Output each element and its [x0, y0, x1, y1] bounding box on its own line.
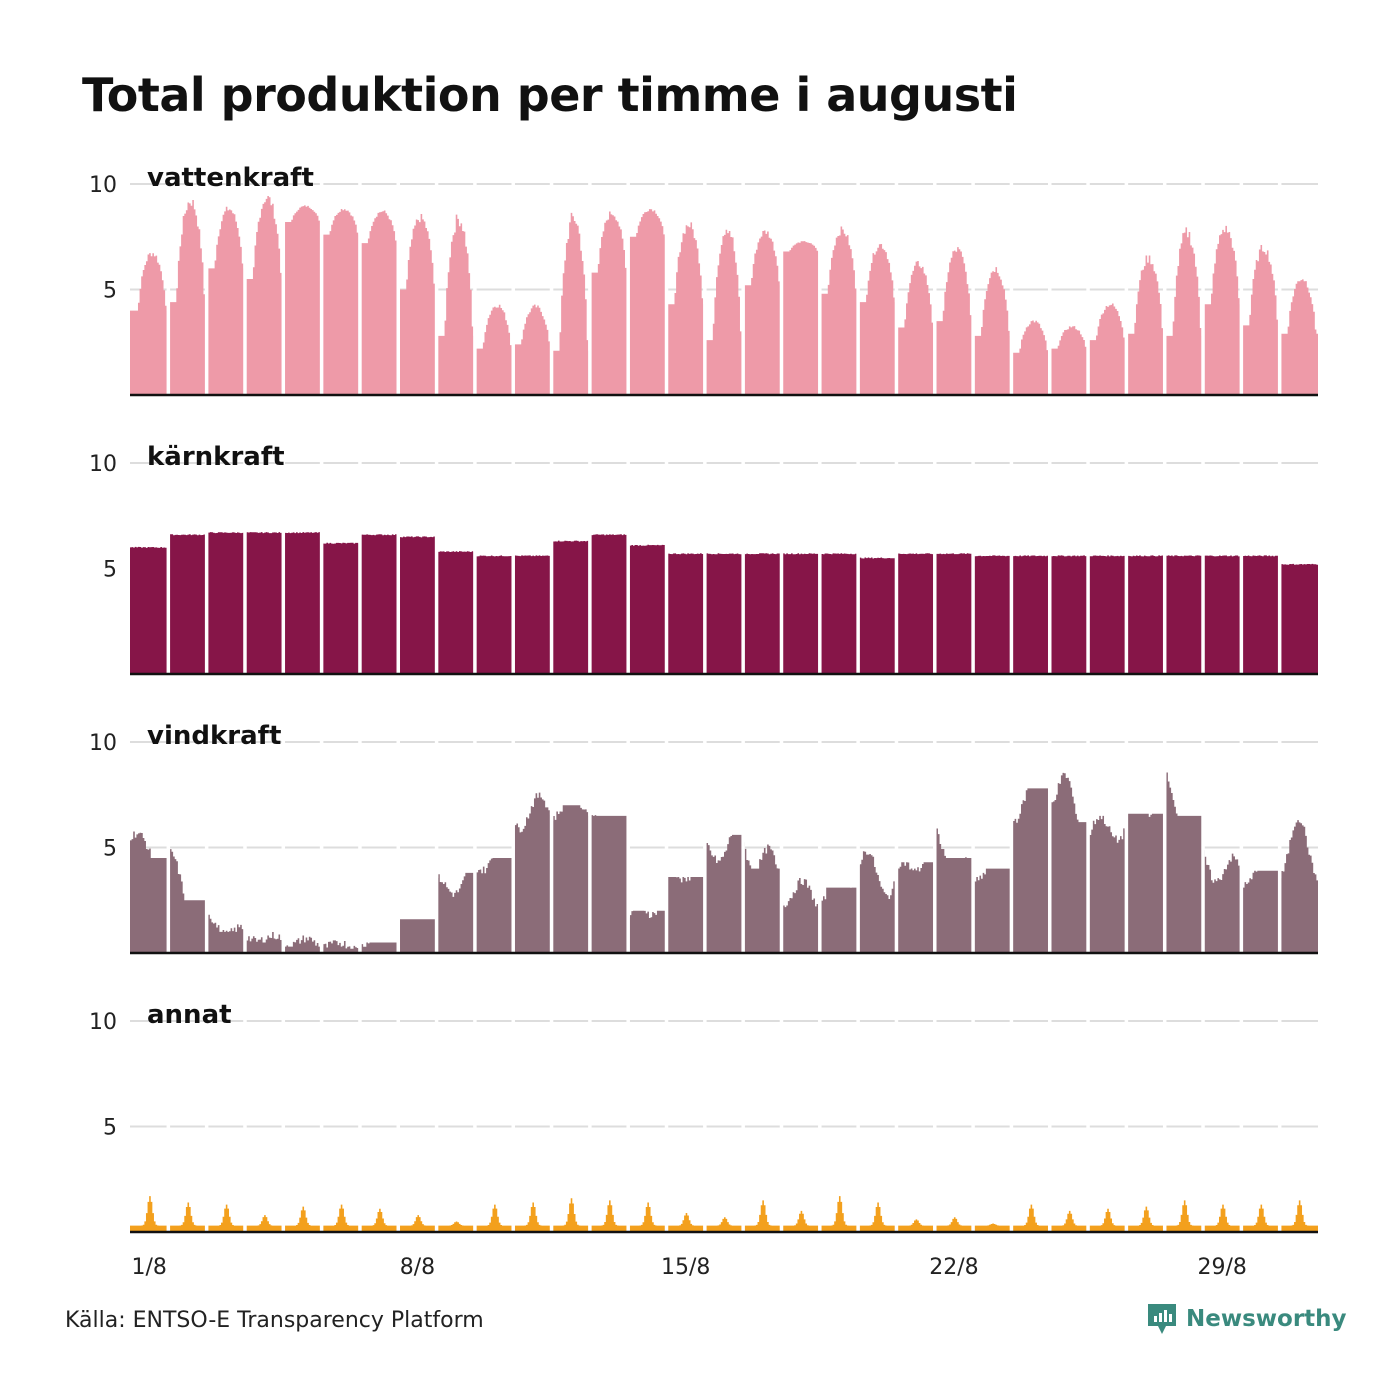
brand-logo[interactable]: Newsworthy	[1146, 1302, 1347, 1336]
y-tick-label: 10	[89, 452, 117, 477]
panel-3: 10 5 vindkraft	[89, 721, 1318, 955]
x-tick-label: 1/8	[131, 1255, 166, 1280]
panel-title-4: annat	[147, 1000, 232, 1030]
y-tick-label: 10	[89, 1010, 117, 1035]
series-area-4	[130, 1196, 1318, 1232]
x-tick-label: 22/8	[929, 1255, 978, 1280]
panel-2: 10 5 kärnkraft	[89, 442, 1318, 676]
y-tick-label: 10	[89, 173, 117, 198]
y-tick-label: 5	[103, 1116, 117, 1141]
panel-title-1: vattenkraft	[147, 163, 314, 193]
y-tick-label: 5	[103, 558, 117, 583]
y-tick-label: 10	[89, 731, 117, 756]
source-note: Källa: ENTSO-E Transparency Platform	[65, 1308, 484, 1333]
panel-title-2: kärnkraft	[147, 442, 285, 472]
series-area-2	[130, 532, 1318, 674]
x-axis: 1/8 8/8 15/8 22/8 29/8	[131, 1255, 1246, 1280]
page-title: Total produktion per timme i augusti	[82, 68, 1018, 122]
series-area-3	[130, 772, 1318, 953]
y-tick-label: 5	[103, 837, 117, 862]
panel-1: 10 5 vattenkraft	[89, 163, 1318, 397]
brand-name: Newsworthy	[1186, 1306, 1347, 1332]
panel-title-3: vindkraft	[147, 721, 281, 751]
y-tick-label: 5	[103, 279, 117, 304]
panel-4: 10 5 annat	[89, 1000, 1318, 1234]
x-tick-label: 8/8	[400, 1255, 435, 1280]
x-tick-label: 29/8	[1197, 1255, 1246, 1280]
x-tick-label: 15/8	[661, 1255, 710, 1280]
newsworthy-logo-icon	[1148, 1304, 1176, 1334]
series-area-1	[130, 195, 1318, 395]
